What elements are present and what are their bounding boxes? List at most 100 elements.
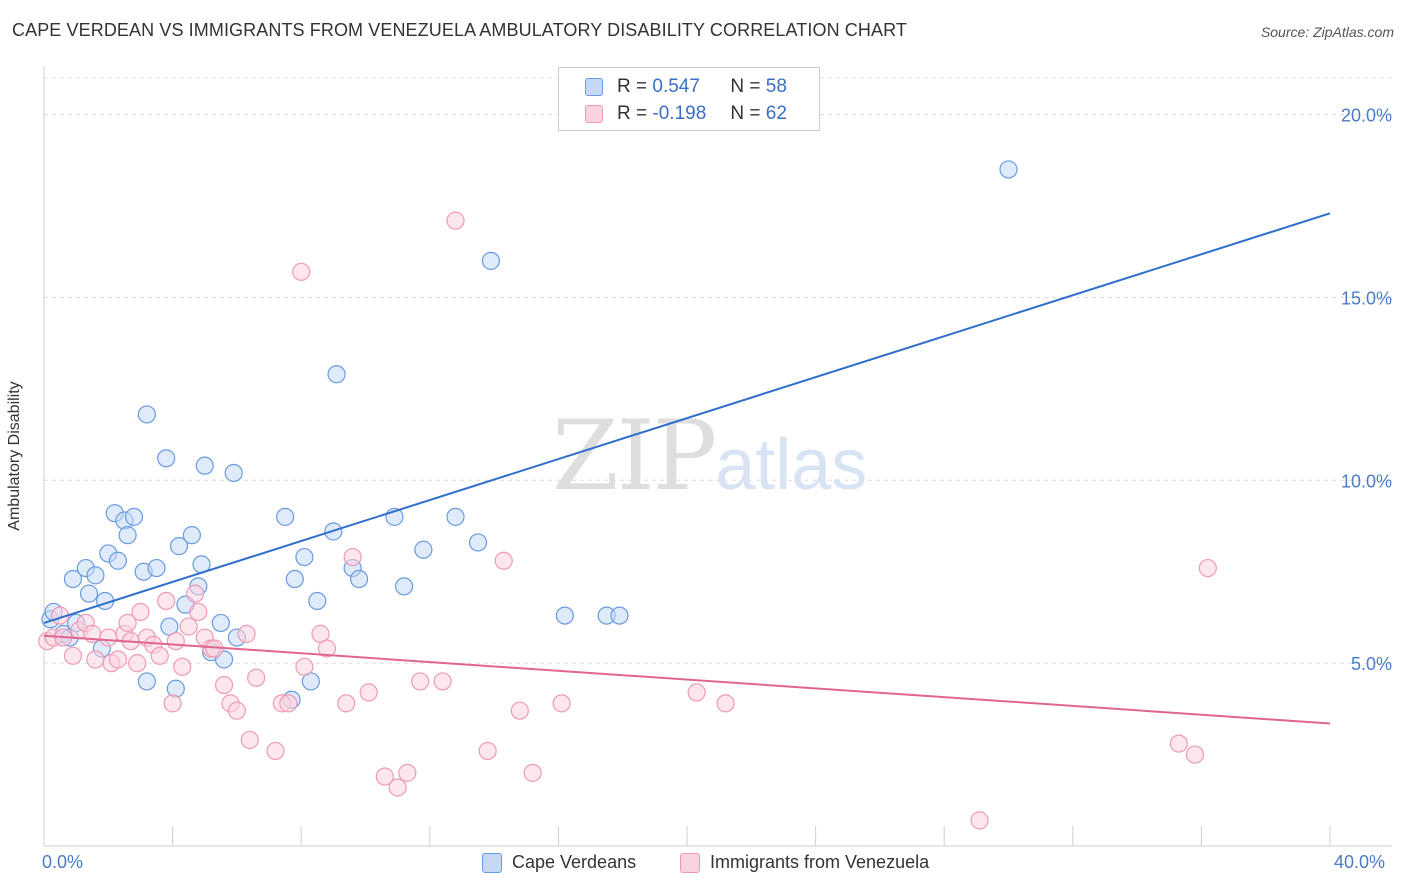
venezuela-point	[118, 613, 137, 633]
cape-verdean-point	[169, 537, 189, 556]
venezuela-point	[214, 675, 234, 695]
chart-title: CAPE VERDEAN VS IMMIGRANTS FROM VENEZUEL…	[12, 20, 907, 40]
venezuela-point	[86, 650, 105, 669]
cape-verdean-point	[211, 613, 230, 633]
venezuela-point	[687, 683, 706, 702]
cape-verdean-point	[276, 507, 295, 526]
cape-verdean-point	[147, 558, 166, 578]
cape-verdean-point	[118, 526, 137, 545]
legend-swatch-pink	[585, 105, 603, 123]
venezuela-point	[494, 551, 513, 570]
venezuela-point	[317, 639, 337, 658]
venezuela-point	[375, 767, 394, 786]
n-value: 62	[765, 103, 787, 124]
venezuela-point	[552, 694, 571, 713]
y-tick-label: 10.0%	[1341, 471, 1392, 491]
cape-verdean-point	[224, 463, 243, 483]
venezuela-point	[478, 741, 497, 761]
venezuela-point	[359, 683, 378, 702]
x-tick-min: 0.0%	[42, 852, 84, 872]
venezuela-point	[266, 741, 285, 761]
venezuela-point	[279, 694, 298, 713]
venezuela-point	[716, 694, 735, 713]
legend-swatch-blue	[482, 852, 502, 873]
venezuela-point	[150, 646, 169, 665]
y-axis-label: Ambulatory Disability	[6, 381, 23, 531]
legend-item-venezuela[interactable]: Immigrants from Venezuela	[680, 852, 929, 873]
venezuela-point	[186, 584, 205, 603]
legend-row-cape-verdean: R = 0.547 N = 58	[585, 75, 787, 99]
cape-verdean-point	[195, 456, 214, 475]
cape-verdean-point	[999, 160, 1018, 179]
legend-label: Immigrants from Venezuela	[710, 852, 930, 872]
y-tick-label: 20.0%	[1341, 106, 1392, 126]
zipatlas-watermark: ZIPatlas	[552, 400, 867, 512]
venezuela-point	[337, 694, 356, 713]
r-label: R =	[617, 103, 648, 124]
venezuela-point	[1198, 558, 1217, 578]
venezuela-trendline	[43, 634, 1331, 725]
n-label: N =	[730, 76, 761, 97]
cape-verdean-point	[414, 540, 433, 559]
venezuela-point	[163, 694, 182, 713]
legend-row-venezuela: R = -0.198 N = 62	[585, 102, 787, 126]
venezuela-point	[179, 617, 198, 636]
cape-verdean-point	[308, 591, 327, 611]
venezuela-point	[63, 646, 83, 665]
cape-verdean-point	[182, 526, 201, 545]
cape-verdean-trendline	[43, 212, 1331, 624]
venezuela-point	[1169, 734, 1188, 753]
venezuela-point	[166, 632, 185, 651]
venezuela-point	[411, 672, 430, 691]
cape-verdean-point	[86, 566, 105, 585]
legend-label: Cape Verdeans	[512, 852, 637, 872]
n-label: N =	[730, 103, 761, 124]
y-tick-label: 15.0%	[1341, 288, 1392, 308]
cape-verdean-point	[610, 606, 629, 625]
cape-verdean-point	[295, 547, 314, 567]
venezuela-point	[970, 811, 989, 830]
legend-swatch-pink	[680, 852, 700, 873]
r-value: -0.198	[652, 103, 707, 124]
watermark-atlas: atlas	[715, 425, 868, 505]
venezuela-point	[240, 730, 259, 750]
cape-verdean-point	[124, 507, 144, 526]
venezuela-point	[157, 591, 176, 611]
cape-verdean-point	[481, 251, 500, 270]
venezuela-point	[292, 262, 311, 281]
venezuela-point	[108, 650, 128, 669]
correlation-legend: R = 0.547 N = 58 R = -0.198 N = 62	[558, 67, 820, 131]
cape-verdean-point	[157, 449, 176, 468]
cape-verdean-point	[285, 569, 304, 589]
r-value: 0.547	[652, 76, 700, 97]
legend-swatch-blue	[585, 78, 603, 96]
cape-verdean-point	[137, 672, 156, 691]
venezuela-point	[237, 624, 256, 643]
venezuela-point	[398, 763, 417, 782]
venezuela-point	[99, 628, 118, 647]
r-label: R =	[617, 76, 648, 97]
cape-verdean-point	[468, 533, 488, 552]
cape-verdean-point	[137, 405, 156, 424]
venezuela-point	[295, 657, 314, 676]
cape-verdean-point	[394, 577, 414, 596]
venezuela-point	[1185, 745, 1205, 764]
legend-item-cape-verdeans[interactable]: Cape Verdeans	[482, 852, 636, 873]
watermark-zip: ZIP	[552, 400, 717, 512]
cape-verdean-point	[327, 365, 346, 384]
venezuela-point	[523, 763, 542, 782]
venezuela-point	[247, 668, 266, 687]
venezuela-point	[433, 672, 452, 691]
venezuela-point	[388, 778, 407, 797]
cape-verdean-point	[555, 606, 574, 625]
venezuela-point	[128, 654, 147, 673]
venezuela-point	[173, 657, 192, 676]
cape-verdean-point	[349, 569, 369, 589]
venezuela-point	[131, 602, 150, 622]
cape-verdean-point	[79, 584, 99, 603]
n-value: 58	[765, 76, 787, 97]
venezuela-point	[189, 602, 208, 622]
y-tick-label: 5.0%	[1351, 654, 1392, 674]
cape-verdean-point	[108, 551, 128, 570]
cape-verdean-point	[446, 507, 465, 526]
